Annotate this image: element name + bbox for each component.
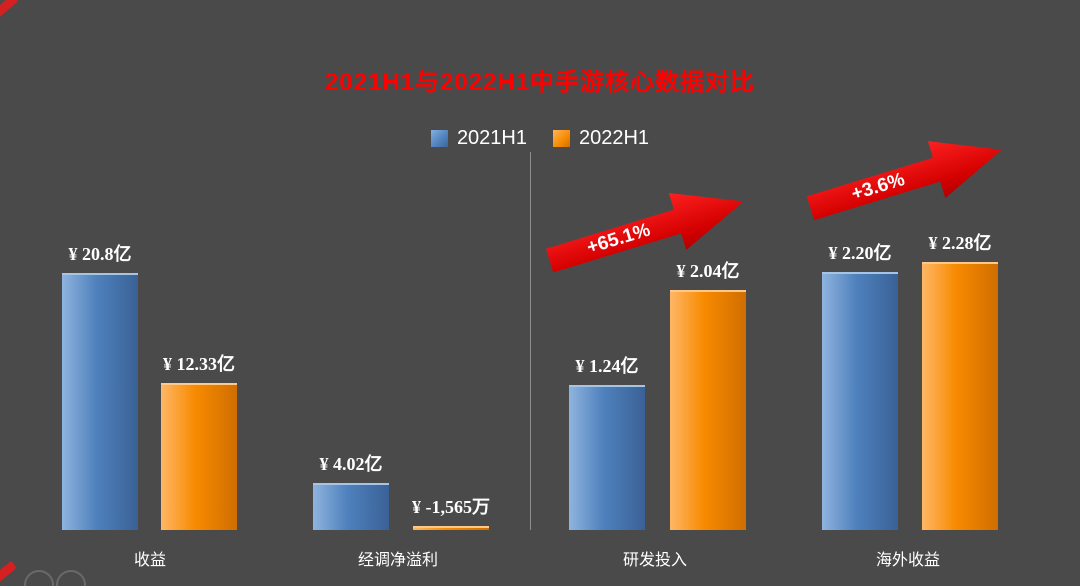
watermark-circle [24, 570, 54, 586]
bar-value-label: ¥ 2.28亿 [928, 233, 992, 253]
bar-2022h1-haiwai [922, 262, 998, 530]
category-label-shouyi: 收益 [133, 552, 167, 569]
bar-column-2021h1-shouyi: ¥ 20.8亿 [62, 240, 138, 530]
bar-column-2022h1-yanfa: ¥ 2.04亿 [670, 257, 746, 530]
bar-value-label: ¥ 1.24亿 [575, 356, 639, 376]
legend-swatch-2021h1 [430, 130, 448, 147]
bar-2021h1-yanfa [569, 385, 645, 530]
bar-column-2022h1-shouyi: ¥ 12.33亿 [161, 350, 237, 530]
red-corner-mark-top [0, 0, 18, 19]
category-label-yanfa: 研发投入 [622, 552, 688, 569]
chart-title: 2021H1与2022H1中手游核心数据对比 [324, 69, 756, 96]
bar-2021h1-jingtiao [313, 483, 389, 530]
bar-2021h1-shouyi [62, 273, 138, 530]
bar-column-2022h1-haiwai: ¥ 2.28亿 [922, 229, 998, 530]
watermark-circle [56, 570, 86, 586]
bar-2022h1-yanfa [670, 290, 746, 530]
bar-2022h1-shouyi [161, 383, 237, 530]
bar-column-2021h1-yanfa: ¥ 1.24亿 [569, 352, 645, 530]
legend-label-2021h1: 2021H1 [456, 127, 527, 149]
bar-2021h1-haiwai [822, 272, 898, 530]
legend-swatch-2022h1 [553, 130, 570, 147]
bar-value-label: ¥ -1,565万 [412, 497, 490, 517]
category-label-haiwai: 海外收益 [875, 552, 941, 569]
bar-column-2022h1-jingtiao: ¥ -1,565万 [412, 493, 490, 530]
growth-arrow-label: +65.1% [584, 219, 653, 259]
bar-value-label: ¥ 4.02亿 [319, 454, 383, 474]
bar-value-label: ¥ 2.04亿 [676, 261, 740, 281]
chart-legend: 2021H1 2022H1 [0, 127, 1080, 150]
red-corner-mark-bottom [0, 560, 17, 585]
legend-label-2022h1: 2022H1 [579, 127, 650, 149]
divider-line [530, 152, 531, 530]
bar-value-label: ¥ 20.8亿 [68, 244, 132, 264]
growth-arrow-label: +3.6% [849, 169, 908, 205]
bar-value-label: ¥ 2.20亿 [828, 243, 892, 263]
bar-column-2021h1-jingtiao: ¥ 4.02亿 [313, 450, 389, 530]
bar-value-label: ¥ 12.33亿 [163, 354, 235, 374]
bar-column-2021h1-haiwai: ¥ 2.20亿 [822, 239, 898, 530]
category-label-jingtiao: 经调净溢利 [357, 552, 439, 569]
bar-2022h1-jingtiao [413, 526, 489, 530]
